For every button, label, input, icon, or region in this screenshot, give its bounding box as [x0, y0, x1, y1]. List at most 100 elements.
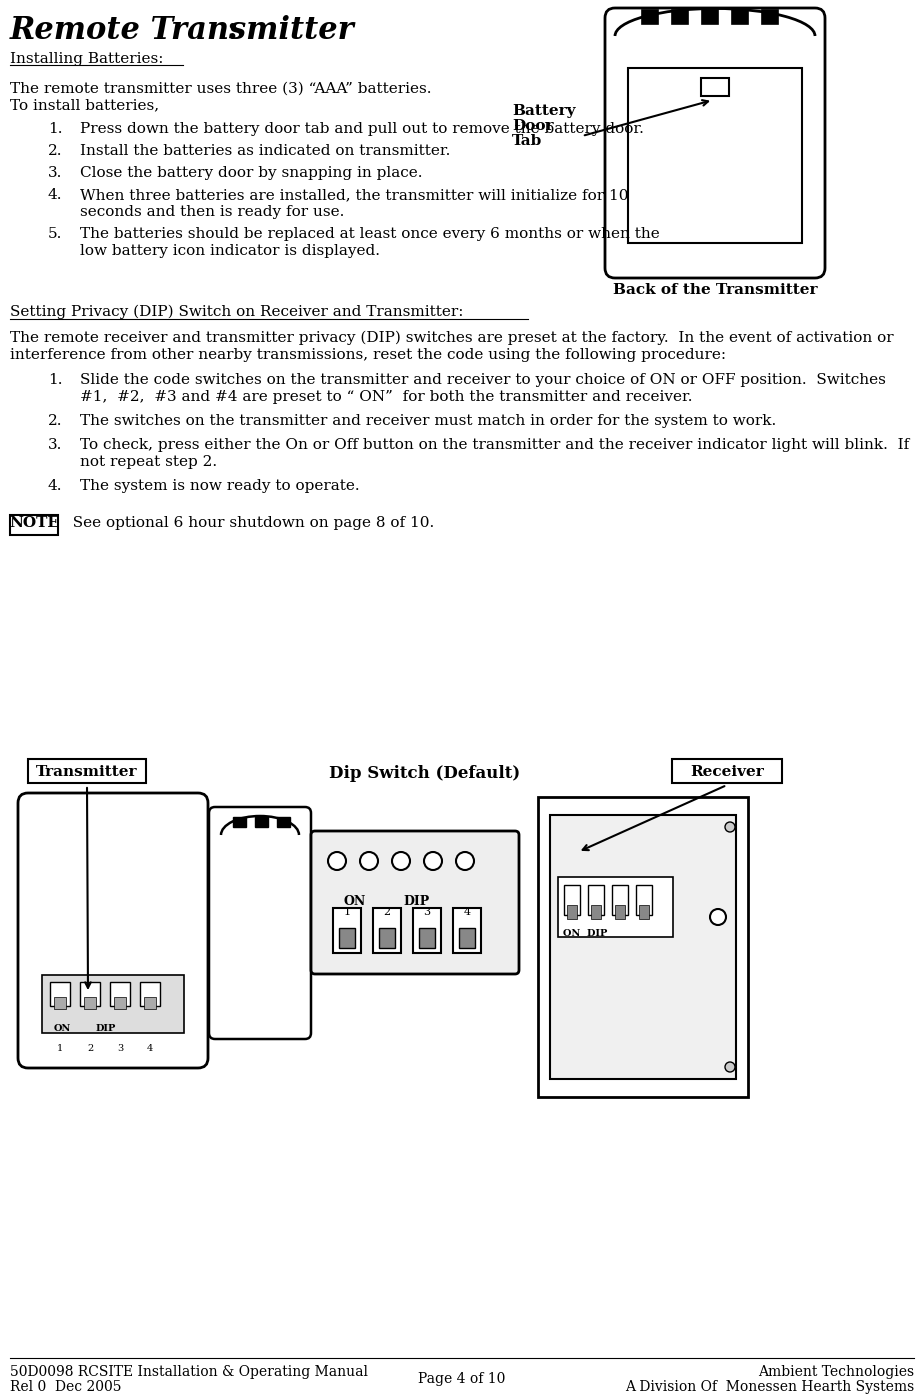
Circle shape [392, 852, 410, 870]
Bar [413, 908, 441, 953]
Text: Page 4 of 10: Page 4 of 10 [419, 1372, 505, 1386]
Text: To check, press either the On or Off button on the transmitter and the receiver : To check, press either the On or Off but… [80, 439, 909, 453]
Bar [54, 997, 66, 1009]
Text: Back of the Transmitter: Back of the Transmitter [613, 284, 817, 298]
Bar [701, 78, 729, 96]
Text: 2.: 2. [48, 144, 63, 158]
Text: Tab: Tab [512, 134, 542, 148]
Text: Close the battery door by snapping in place.: Close the battery door by snapping in pl… [80, 166, 422, 180]
Bar [144, 997, 156, 1009]
Text: The remote receiver and transmitter privacy (DIP) switches are preset at the fac: The remote receiver and transmitter priv… [10, 331, 894, 345]
Text: not repeat step 2.: not repeat step 2. [80, 455, 217, 469]
Text: Battery: Battery [512, 103, 576, 117]
Bar [50, 982, 70, 1006]
Bar [140, 982, 160, 1006]
Text: Receiver: Receiver [690, 766, 764, 780]
Bar [42, 975, 184, 1032]
Text: 50D0098 RCSITE Installation & Operating Manual: 50D0098 RCSITE Installation & Operating … [10, 1365, 368, 1379]
Text: 1.: 1. [48, 373, 63, 387]
Bar [550, 814, 736, 1078]
Bar [333, 908, 361, 953]
Text: Setting Privacy (DIP) Switch on Receiver and Transmitter:: Setting Privacy (DIP) Switch on Receiver… [10, 305, 464, 320]
Text: DIP: DIP [96, 1024, 116, 1032]
Bar [628, 68, 802, 243]
Text: Slide the code switches on the transmitter and receiver to your choice of ON or : Slide the code switches on the transmitt… [80, 373, 886, 387]
Bar [564, 886, 580, 915]
Bar [80, 982, 100, 1006]
Bar [639, 905, 649, 919]
Text: #1,  #2,  #3 and #4 are preset to “ ON”  for both the transmitter and receiver.: #1, #2, #3 and #4 are preset to “ ON” fo… [80, 390, 692, 404]
Bar [110, 982, 130, 1006]
Text: The switches on the transmitter and receiver must match in order for the system : The switches on the transmitter and rece… [80, 414, 776, 427]
Text: 4: 4 [147, 1044, 153, 1053]
Bar [567, 905, 577, 919]
Bar [702, 10, 718, 24]
Text: 5.: 5. [48, 226, 63, 242]
Text: See optional 6 hour shutdown on page 8 of 10.: See optional 6 hour shutdown on page 8 o… [63, 515, 434, 529]
Text: seconds and then is ready for use.: seconds and then is ready for use. [80, 205, 345, 219]
Text: 3.: 3. [48, 166, 63, 180]
Text: Transmitter: Transmitter [36, 766, 138, 780]
Text: ON: ON [54, 1024, 71, 1032]
Text: 2: 2 [87, 1044, 93, 1053]
Bar [732, 10, 748, 24]
Text: Press down the battery door tab and pull out to remove the battery door.: Press down the battery door tab and pull… [80, 122, 644, 136]
Text: ON  DIP: ON DIP [563, 929, 607, 937]
FancyBboxPatch shape [605, 8, 825, 278]
Text: The batteries should be replaced at least once every 6 months or when the: The batteries should be replaced at leas… [80, 226, 660, 242]
Bar [591, 905, 601, 919]
Text: 1.: 1. [48, 122, 63, 136]
Bar [10, 515, 58, 535]
Text: The system is now ready to operate.: The system is now ready to operate. [80, 479, 359, 493]
Bar [84, 997, 96, 1009]
Text: DIP: DIP [403, 895, 430, 908]
Text: Install the batteries as indicated on transmitter.: Install the batteries as indicated on tr… [80, 144, 450, 158]
Text: ON: ON [343, 895, 365, 908]
Bar [642, 10, 658, 24]
Text: 4.: 4. [48, 479, 63, 493]
Text: Remote Transmitter: Remote Transmitter [10, 15, 355, 46]
Bar [255, 817, 268, 827]
Bar [636, 886, 652, 915]
Bar [672, 759, 782, 782]
Bar [538, 798, 748, 1097]
Text: 3: 3 [423, 907, 431, 916]
FancyBboxPatch shape [209, 807, 311, 1039]
Circle shape [328, 852, 346, 870]
Bar [339, 928, 355, 949]
Bar [459, 928, 475, 949]
Text: 2: 2 [383, 907, 391, 916]
Bar [379, 928, 395, 949]
FancyBboxPatch shape [311, 831, 519, 974]
Circle shape [710, 909, 726, 925]
Text: A Division Of  Monessen Hearth Systems: A Division Of Monessen Hearth Systems [625, 1380, 914, 1394]
Text: 4.: 4. [48, 189, 63, 203]
Text: 1: 1 [344, 907, 350, 916]
Circle shape [725, 1062, 735, 1071]
Bar [28, 759, 146, 782]
Bar [453, 908, 481, 953]
Text: 3: 3 [116, 1044, 123, 1053]
Bar [277, 817, 290, 827]
Text: Ambient Technologies: Ambient Technologies [758, 1365, 914, 1379]
Circle shape [424, 852, 442, 870]
Bar [114, 997, 126, 1009]
Text: The remote transmitter uses three (3) “AAA” batteries.: The remote transmitter uses three (3) “A… [10, 82, 432, 96]
Circle shape [360, 852, 378, 870]
Text: :: : [226, 15, 237, 46]
Text: NOTE: NOTE [9, 515, 59, 529]
Bar [419, 928, 435, 949]
Bar [762, 10, 778, 24]
Bar [612, 886, 628, 915]
Text: 1: 1 [57, 1044, 63, 1053]
Text: When three batteries are installed, the transmitter will initialize for 10: When three batteries are installed, the … [80, 189, 628, 203]
Text: 3.: 3. [48, 439, 63, 453]
Bar [373, 908, 401, 953]
Bar [588, 886, 604, 915]
Text: interference from other nearby transmissions, reset the code using the following: interference from other nearby transmiss… [10, 348, 726, 362]
Text: To install batteries,: To install batteries, [10, 98, 159, 112]
Circle shape [456, 852, 474, 870]
Text: 2.: 2. [48, 414, 63, 427]
Bar [233, 817, 246, 827]
Text: Dip Switch (Default): Dip Switch (Default) [329, 766, 520, 782]
